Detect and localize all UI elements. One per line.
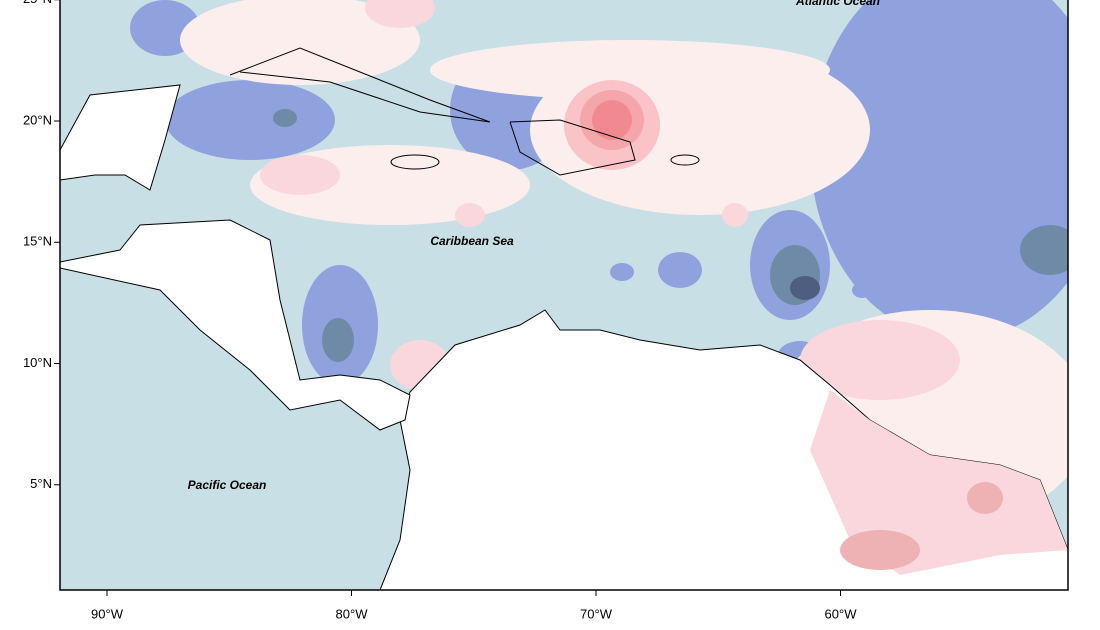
hispaniola — [509, 119, 636, 176]
central-america — [60, 219, 411, 431]
guiana-shade — [810, 390, 1068, 575]
yucatan — [60, 84, 181, 191]
lon-tick-label: 70°W — [580, 606, 613, 621]
frame — [59, 0, 1069, 591]
lon-tick-label: 60°W — [825, 606, 858, 621]
ocean-label: Atlantic Ocean — [795, 0, 880, 8]
map-field: Atlantic Ocean Caribbean Sea Pacific Oce… — [60, 0, 1068, 590]
guiana-shade-dark — [840, 530, 920, 570]
ocean-label: Pacific Ocean — [188, 478, 267, 492]
puerto-rico — [670, 154, 700, 166]
lat-tick-label: 25°N — [23, 0, 52, 6]
lat-tick-label: 20°N — [23, 112, 52, 127]
jamaica — [390, 154, 440, 170]
lat-tick-label: 15°N — [23, 234, 52, 249]
lon-tick-label: 90°W — [91, 606, 124, 621]
ocean-label: Caribbean Sea — [430, 234, 514, 248]
lat-tick-label: 10°N — [23, 355, 52, 370]
lon-tick-label: 80°W — [336, 606, 369, 621]
lat-tick-label: 5°N — [30, 476, 52, 491]
guiana-shade-dark — [967, 482, 1003, 514]
cuba — [229, 47, 491, 123]
